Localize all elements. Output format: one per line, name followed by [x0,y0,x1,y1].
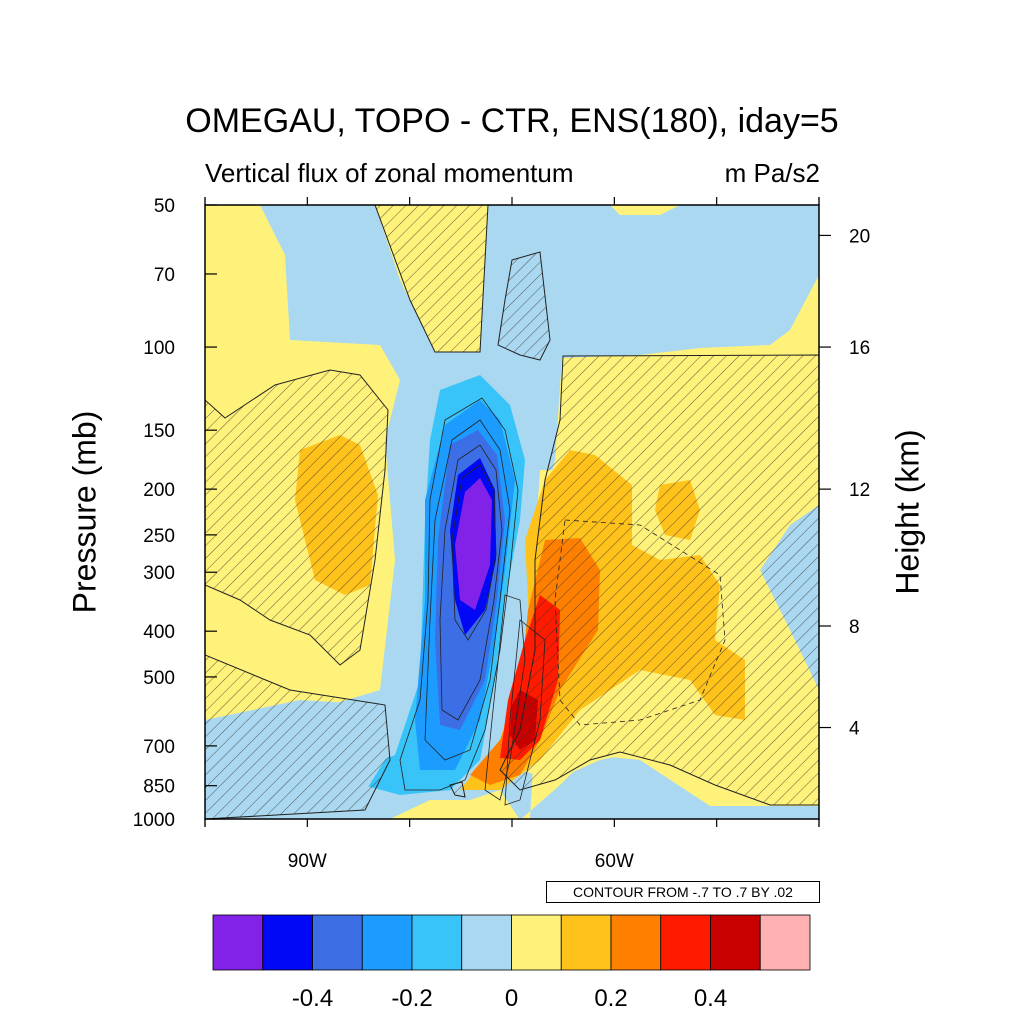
y-tick-label: 500 [143,668,175,689]
y-tick-label: 850 [143,777,175,798]
colorbar-swatch [212,914,264,971]
hatch-region-lowerleft [205,654,391,819]
x-tick-label: 90W [288,851,327,872]
colorbar-swatch [262,914,313,971]
colorbar-swatch [511,914,562,971]
x-tick-label: 60W [595,851,634,872]
colorbar-swatch [660,914,711,971]
y-tick-label: 150 [143,421,175,442]
colorbar-swatch [759,914,811,971]
y-tick-label: 200 [143,480,175,501]
right-tick-label: 8 [849,617,860,638]
hatch-region-east [499,354,819,806]
colorbar-swatch [461,914,512,971]
chart-subtitle-left: Vertical flux of zonal momentum [205,158,574,188]
chart-subtitle-units: m Pa/s2 [724,158,820,188]
fill-neg-purple [455,478,492,610]
colorbar-label: -0.4 [292,985,333,1012]
y-tick-label: 400 [143,622,175,643]
colorbar-swatch [710,914,761,971]
right-tick-label: 12 [849,480,870,501]
colorbar-swatch [312,914,363,971]
hatch-region-strat-small [497,251,551,361]
fill-pos-strat-b [610,205,680,215]
colorbar-label: -0.2 [391,985,432,1012]
y-tick-label: 250 [143,526,175,547]
y-tick-label: 70 [154,265,175,286]
contour-info-box: CONTOUR FROM -.7 TO .7 BY .02 [546,881,820,903]
y-tick-label: 300 [143,563,175,584]
contour-lines [399,397,726,806]
right-tick-label: 20 [849,226,870,247]
right-tick-label: 16 [849,338,870,359]
colorbar-label: 0.4 [694,985,727,1012]
y-tick-label: 100 [143,338,175,359]
colorbar-swatch [560,914,612,971]
hatch-region-strat [374,205,489,353]
significance-hatching [205,205,819,819]
chart-title: OMEGAU, TOPO - CTR, ENS(180), iday=5 [185,102,839,140]
y-tick-label: 1000 [133,810,175,831]
colorbar-label: 0.2 [594,985,627,1012]
y-tick-label: 50 [154,196,175,217]
colorbar-swatch [411,914,463,971]
hatch-region-west [205,369,389,666]
right-tick-label: 4 [849,719,860,740]
y-tick-label: 700 [143,737,175,758]
colorbar-label: 0 [505,985,518,1012]
colorbar-swatch [610,914,662,971]
colorbar-swatch [361,914,413,971]
axes: 50 70 100 150 200 250 300 400 500 700 850 1000 20 16 1… [133,196,870,872]
colorbar: -0.4 -0.2 0 0.2 0.4 [212,914,811,1012]
